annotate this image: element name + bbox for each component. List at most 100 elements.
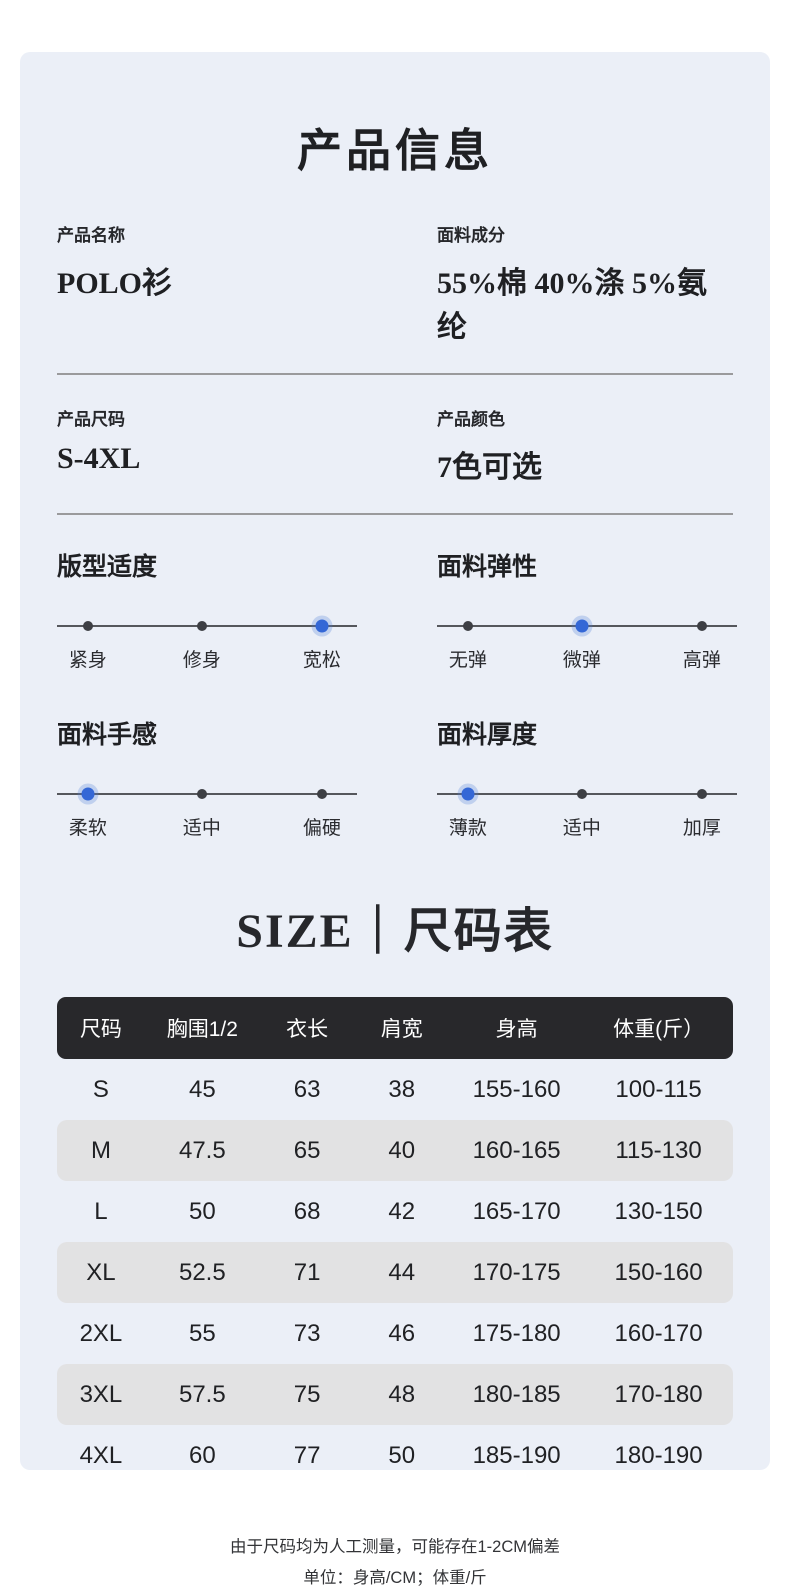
table-cell: 130-150 [614,1197,703,1225]
field-value: S-4XL [57,442,141,475]
table-cell: 40 [388,1136,416,1164]
table-cell: 44 [388,1258,416,1286]
slider-dot [576,789,587,799]
table-header-cell: 衣长 [286,1018,329,1041]
table-cell: 150-160 [614,1258,703,1286]
slider-line [57,625,357,627]
attribute-title: 面料手感 [57,722,158,749]
table-cell: 175-180 [472,1319,561,1347]
table-header-row: 尺码 胸围1/2 衣长 肩宽 身高 体重(斤） [57,997,733,1059]
field-value: 55%棉 40%涤 5%氨纶 [437,267,707,344]
field-label: 产品颜色 [437,410,505,429]
table-cell: M [90,1136,111,1164]
table-row-3xl: 3XL 57.5 75 48 180-185 170-180 [57,1364,733,1425]
table-cell: 68 [293,1197,321,1225]
table-cell: 180-185 [472,1380,561,1408]
attribute-hand-feel: 面料手感 柔软 适中 偏硬 [57,715,437,839]
slider-dot [316,789,327,799]
table-cell: 77 [293,1441,321,1469]
measurement-notes: 由于尺码均为人工测量，可能存在1-2CM偏差 单位：身高/CM；体重/斤 [57,1532,733,1594]
slider-option-label: 微弹 [562,650,601,671]
table-cell: 48 [388,1380,416,1408]
table-row-s: S 45 63 38 155-160 100-115 [57,1059,733,1120]
table-cell: 4XL [79,1441,123,1469]
field-fabric-composition: 面料成分 55%棉 40%涤 5%氨纶 [437,221,733,346]
table-header-cell: 胸围1/2 [166,1018,238,1041]
table-cell: 160-170 [614,1319,703,1347]
table-header-cell: 肩宽 [380,1018,423,1041]
page-title: 产品信息 [296,126,493,176]
product-info-card: 产品信息 产品名称 POLO衫 面料成分 55%棉 40%涤 5%氨纶 产品尺码… [20,52,770,1587]
field-label: 产品名称 [57,226,125,245]
field-label: 产品尺码 [57,410,125,429]
table-cell: 65 [293,1136,321,1164]
slider-option-label: 宽松 [302,650,341,671]
slider-dot [196,621,207,631]
hand-feel-slider [57,787,357,801]
attribute-row-2: 面料手感 柔软 适中 偏硬 面料厚度 薄款 适 [57,715,737,839]
attribute-thickness: 面料厚度 薄款 适中 加厚 [437,715,737,839]
info-row-1: 产品名称 POLO衫 面料成分 55%棉 40%涤 5%氨纶 [57,221,733,346]
table-cell: 3XL [79,1380,123,1408]
info-row-2: 产品尺码 S-4XL 产品颜色 7色可选 [57,405,733,486]
attribute-title: 面料厚度 [437,722,538,749]
table-body: S 45 63 38 155-160 100-115 M 47.5 65 40 … [57,1059,733,1486]
slider-dot [462,621,473,631]
field-value: POLO衫 [57,267,173,300]
slider-option-label: 加厚 [682,818,721,839]
slider-line [57,793,357,795]
table-cell: 170-180 [614,1380,703,1408]
divider [57,513,733,515]
table-cell: 75 [293,1380,321,1408]
slider-dot [196,789,207,799]
table-cell: 170-175 [472,1258,561,1286]
table-cell: XL [86,1258,116,1286]
table-cell: 60 [188,1441,216,1469]
slider-dot [696,789,707,799]
table-row-2xl: 2XL 55 73 46 175-180 160-170 [57,1303,733,1364]
table-cell: 180-190 [614,1441,703,1469]
table-cell: 63 [293,1075,321,1103]
attribute-title: 面料弹性 [437,554,538,581]
slider-dot [315,619,329,633]
table-cell: L [94,1197,108,1225]
slider-labels: 薄款 适中 加厚 [437,813,737,839]
table-cell: 38 [388,1075,416,1103]
table-cell: 50 [388,1441,416,1469]
thickness-slider [437,787,737,801]
attribute-title: 版型适度 [57,554,158,581]
slider-option-label: 柔软 [68,818,107,839]
note-tolerance: 由于尺码均为人工测量，可能存在1-2CM偏差 [229,1538,560,1556]
table-cell: 42 [388,1197,416,1225]
slider-dot [461,787,475,801]
table-cell: 57.5 [178,1380,226,1408]
table-row-4xl: 4XL 60 77 50 185-190 180-190 [57,1425,733,1486]
table-row-m: M 47.5 65 40 160-165 115-130 [57,1120,733,1181]
elasticity-slider [437,619,737,633]
slider-dot [575,619,589,633]
slider-option-label: 高弹 [682,650,721,671]
attribute-elasticity: 面料弹性 无弹 微弹 高弹 [437,547,737,671]
slider-dot [81,787,95,801]
slider-labels: 无弹 微弹 高弹 [437,645,737,671]
table-cell: 100-115 [615,1075,702,1103]
table-header-cell: 身高 [495,1018,538,1041]
table-cell: 52.5 [178,1258,226,1286]
slider-option-label: 薄款 [448,818,487,839]
size-table: 尺码 胸围1/2 衣长 肩宽 身高 体重(斤） S 45 63 38 155-1… [57,997,733,1486]
table-cell: 55 [188,1319,216,1347]
slider-labels: 柔软 适中 偏硬 [57,813,357,839]
table-cell: S [92,1075,109,1103]
table-cell: 45 [188,1075,216,1103]
table-row-l: L 50 68 42 165-170 130-150 [57,1181,733,1242]
note-units: 单位：身高/CM；体重/斤 [303,1569,487,1587]
field-product-size-range: 产品尺码 S-4XL [57,405,437,486]
field-product-name: 产品名称 POLO衫 [57,221,437,346]
table-cell: 185-190 [472,1441,561,1469]
table-cell: 71 [293,1258,321,1286]
table-cell: 46 [388,1319,416,1347]
slider-dot [696,621,707,631]
field-product-color: 产品颜色 7色可选 [437,405,733,486]
slider-option-label: 适中 [562,818,601,839]
table-cell: 115-130 [615,1136,702,1164]
